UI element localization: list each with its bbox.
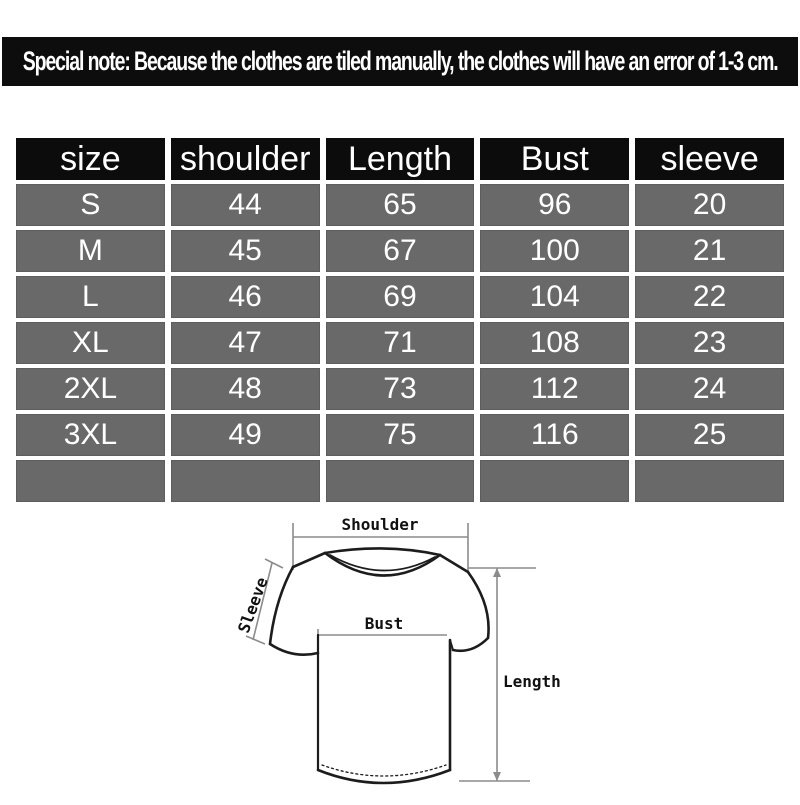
size-table-cell: 116 (480, 414, 630, 456)
size-table-cell: 108 (480, 322, 630, 364)
size-table-cell: 46 (170, 276, 320, 318)
shoulder-label: Shoulder (341, 515, 418, 534)
size-table-cell: 96 (480, 184, 630, 226)
length-label: Length (503, 672, 561, 691)
size-table-header-shoulder: shoulder (170, 138, 320, 180)
size-table-cell: 71 (325, 322, 475, 364)
size-table-header-length: Length (325, 138, 475, 180)
size-table-cell: 3XL (16, 414, 165, 456)
bottom-hem-stitch-line (321, 764, 447, 777)
size-table-cell: 47 (170, 322, 320, 364)
size-table-header-size: size (16, 138, 165, 180)
right-sleeve-outer-edge (466, 570, 490, 640)
length-dimension-arrowheads (493, 568, 501, 781)
size-table-cell: 25 (635, 414, 784, 456)
left-sleeve-hem (268, 642, 320, 656)
size-table-cell: 75 (325, 414, 475, 456)
size-table-cell: 112 (480, 368, 630, 410)
left-shoulder-seam (291, 551, 327, 569)
size-table-cell-empty (325, 460, 475, 502)
size-table-cell: 21 (635, 230, 784, 272)
size-table-cell: 49 (170, 414, 320, 456)
right-sleeve-hem (451, 636, 490, 653)
special-note-banner: Special note: Because the clothes are ti… (2, 37, 798, 86)
right-shoulder-seam (438, 553, 470, 574)
sleeve-dimension-tick-top (264, 558, 284, 569)
size-table-cell: 100 (480, 230, 630, 272)
size-table-cell: 48 (170, 368, 320, 410)
size-table-cell: 45 (170, 230, 320, 272)
sleeve-label: Sleeve (235, 575, 272, 636)
size-table-cell: 2XL (16, 368, 165, 410)
tshirt-measurement-diagram: Shoulder Sleeve Bust Length (234, 515, 575, 800)
sleeve-dimension-line (252, 562, 273, 641)
size-table-cell-empty (16, 460, 165, 502)
tshirt-outline (268, 547, 490, 785)
bust-label: Bust (365, 614, 404, 633)
size-table-header-bust: Bust (480, 138, 630, 180)
size-table-cell-empty (480, 460, 630, 502)
size-table-cell: 20 (635, 184, 784, 226)
size-table-cell: 44 (170, 184, 320, 226)
left-sleeve-outer-edge (268, 565, 295, 646)
dimension-lines (245, 523, 536, 782)
special-note-text: Special note: Because the clothes are ti… (22, 46, 779, 76)
size-table-cell-empty (170, 460, 320, 502)
size-table-cell: S (16, 184, 165, 226)
collar-outer-curve (323, 551, 442, 577)
size-table-header-sleeve: sleeve (635, 138, 784, 180)
size-table-cell: M (16, 230, 165, 272)
size-table-cell: 22 (635, 276, 784, 318)
size-table-cell: 67 (325, 230, 475, 272)
size-table-cell-empty (635, 460, 784, 502)
size-table-cell: 65 (325, 184, 475, 226)
sleeve-dimension-tick-bottom (245, 635, 266, 645)
collar-inner-curve (329, 554, 436, 572)
size-table-cell: 23 (635, 322, 784, 364)
collar-back-line (323, 547, 442, 557)
size-table-cell: L (16, 276, 165, 318)
size-table-cell: XL (16, 322, 165, 364)
size-table-cell: 24 (635, 368, 784, 410)
size-table-cell: 73 (325, 368, 475, 410)
size-table-cell: 104 (480, 276, 630, 318)
body-bottom-hem (316, 768, 452, 785)
size-table: size shoulder Length Bust sleeve S 44 65… (16, 138, 784, 502)
size-table-cell: 69 (325, 276, 475, 318)
